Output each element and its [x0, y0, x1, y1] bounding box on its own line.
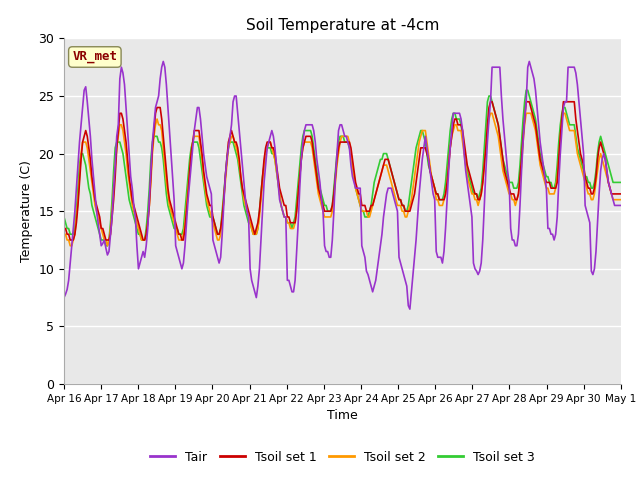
- Line: Tsoil set 3: Tsoil set 3: [64, 90, 621, 246]
- Tsoil set 1: [67, 237, 74, 243]
- Tsoil set 2: [130, 208, 138, 214]
- Tair: [159, 59, 167, 64]
- Tsoil set 2: [60, 231, 68, 237]
- Tsoil set 2: [617, 197, 625, 203]
- Tsoil set 2: [228, 133, 236, 139]
- Tsoil set 1: [60, 226, 68, 231]
- Tsoil set 2: [246, 220, 254, 226]
- Tsoil set 3: [255, 208, 263, 214]
- Tair: [617, 203, 625, 208]
- Tsoil set 3: [522, 87, 530, 93]
- Tsoil set 1: [246, 214, 254, 220]
- Text: VR_met: VR_met: [72, 50, 117, 63]
- Tsoil set 1: [305, 133, 313, 139]
- Legend: Tair, Tsoil set 1, Tsoil set 2, Tsoil set 3: Tair, Tsoil set 1, Tsoil set 2, Tsoil se…: [145, 445, 540, 468]
- Tsoil set 3: [130, 214, 138, 220]
- Tair: [60, 295, 68, 300]
- Tsoil set 1: [589, 191, 596, 197]
- Tair: [255, 266, 263, 272]
- Tair: [228, 122, 236, 128]
- Line: Tsoil set 2: Tsoil set 2: [64, 113, 621, 246]
- Tsoil set 1: [617, 191, 625, 197]
- Tsoil set 3: [246, 220, 254, 226]
- Tsoil set 3: [102, 243, 109, 249]
- Tsoil set 1: [486, 99, 494, 105]
- Tsoil set 3: [617, 180, 625, 185]
- Tsoil set 2: [305, 139, 313, 145]
- Tsoil set 3: [60, 214, 68, 220]
- Tsoil set 3: [228, 139, 236, 145]
- Tsoil set 1: [255, 208, 263, 214]
- Tair: [589, 272, 596, 277]
- Tsoil set 2: [67, 243, 74, 249]
- Line: Tsoil set 1: Tsoil set 1: [64, 102, 621, 240]
- Tair: [305, 122, 313, 128]
- Tsoil set 3: [305, 128, 313, 133]
- Tsoil set 1: [228, 128, 236, 133]
- Tsoil set 2: [255, 214, 263, 220]
- Y-axis label: Temperature (C): Temperature (C): [20, 160, 33, 262]
- Tsoil set 2: [486, 110, 494, 116]
- Tair: [246, 266, 254, 272]
- Line: Tair: Tair: [64, 61, 621, 309]
- Tsoil set 3: [589, 185, 596, 191]
- Tair: [406, 306, 413, 312]
- X-axis label: Time: Time: [327, 409, 358, 422]
- Tsoil set 1: [130, 203, 138, 208]
- Tsoil set 2: [589, 197, 596, 203]
- Tair: [129, 185, 136, 191]
- Title: Soil Temperature at -4cm: Soil Temperature at -4cm: [246, 18, 439, 33]
